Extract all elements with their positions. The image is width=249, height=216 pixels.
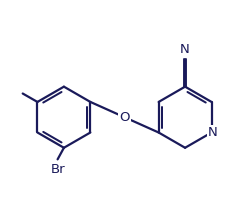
Text: N: N	[208, 126, 217, 139]
Text: Br: Br	[50, 163, 65, 176]
Text: N: N	[180, 43, 190, 56]
Text: O: O	[119, 111, 130, 124]
